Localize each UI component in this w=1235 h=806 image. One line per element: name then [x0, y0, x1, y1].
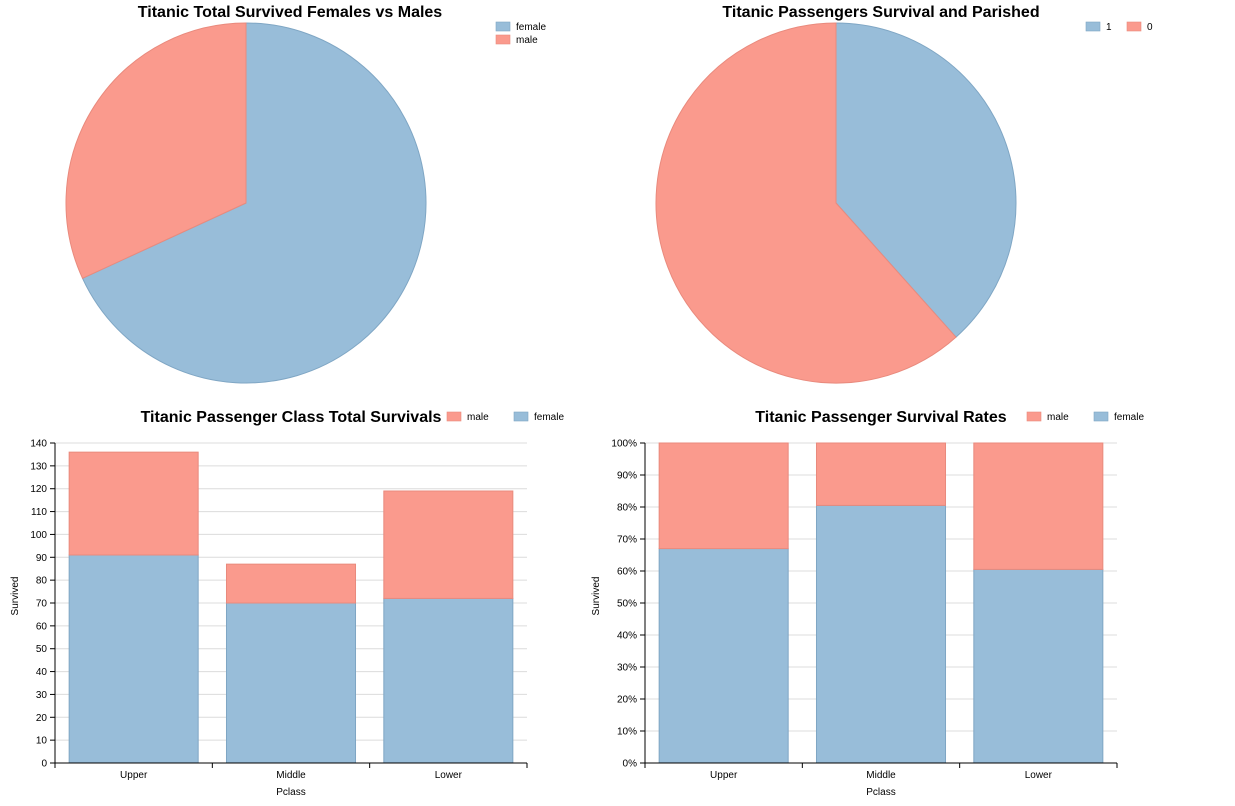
pie-chart-sex-survived: Titanic Total Survived Females vs Males … [65, 4, 546, 384]
chart-title: Titanic Total Survived Females vs Males [138, 4, 443, 21]
legend-label-0: 0 [1147, 22, 1153, 33]
y-tick-label: 60 [36, 621, 48, 632]
y-tick-label: 130 [30, 461, 47, 472]
pie-slice-female [81, 22, 427, 384]
y-tick-label: 70% [617, 535, 637, 546]
bar-male-upper [68, 451, 199, 556]
y-tick-label: 10 [36, 736, 48, 747]
y-tick-label: 30 [36, 690, 48, 701]
chart-title: Titanic Passengers Survival and Parished [722, 4, 1039, 21]
x-tick-label: Upper [120, 770, 148, 781]
legend-label-1: 1 [1106, 22, 1112, 33]
y-tick-label: 90 [36, 553, 48, 564]
x-tick-label: Lower [435, 770, 463, 781]
legend-label-male: male [1047, 412, 1069, 423]
y-tick-label: 60% [617, 567, 637, 578]
x-tick-label: Lower [1025, 770, 1053, 781]
y-tick-label: 100 [30, 530, 47, 541]
legend-swatch-female [1093, 411, 1109, 422]
y-tick-label: 100% [611, 439, 637, 450]
legend-label-male: male [516, 35, 538, 46]
x-tick-label: Middle [866, 770, 896, 781]
y-tick-label: 70 [36, 599, 48, 610]
pie-chart-survived-perished: Titanic Passengers Survival and Parished… [655, 4, 1153, 384]
chart-title: Titanic Passenger Class Total Survivals [141, 409, 442, 426]
pie-slice-0 [655, 22, 957, 384]
y-tick-label: 40% [617, 631, 637, 642]
y-tick-label: 140 [30, 439, 47, 450]
pie-slice-male [65, 22, 247, 279]
y-tick-label: 40 [36, 667, 48, 678]
bar-female-middle [225, 602, 357, 764]
y-tick-label: 20% [617, 695, 637, 706]
bar-female-upper [658, 548, 789, 764]
legend-swatch-male [446, 411, 462, 422]
legend-swatch-male [495, 34, 511, 45]
bar-chart-class-survivals: Titanic Passenger Class Total Survivals … [10, 409, 564, 798]
x-axis-label: Pclass [866, 787, 895, 798]
bar-female-lower [973, 568, 1104, 764]
y-tick-label: 10% [617, 727, 637, 738]
pie-slice-1 [835, 22, 1017, 338]
y-tick-label: 90% [617, 471, 637, 482]
y-tick-label: 80 [36, 576, 48, 587]
legend-label-male: male [467, 412, 489, 423]
legend-swatch-female [495, 21, 511, 32]
y-tick-label: 0 [41, 759, 47, 770]
bar-male-upper [658, 442, 789, 550]
bar-male-middle [225, 563, 357, 604]
y-axis-label: Survived [591, 577, 602, 616]
bar-female-middle [815, 504, 947, 764]
bar-female-upper [68, 554, 199, 764]
x-axis-label: Pclass [276, 787, 305, 798]
legend-swatch-1 [1085, 21, 1101, 32]
chart-title: Titanic Passenger Survival Rates [755, 409, 1006, 426]
y-tick-label: 50 [36, 644, 48, 655]
y-tick-label: 110 [31, 507, 47, 518]
y-tick-label: 30% [617, 663, 637, 674]
y-tick-label: 50% [617, 599, 637, 610]
bar-male-middle [815, 442, 947, 506]
bar-male-lower [383, 490, 514, 599]
legend-swatch-0 [1126, 21, 1142, 32]
legend-label-female: female [1114, 412, 1144, 423]
bar-chart-survival-rates: Titanic Passenger Survival Rates 0% 10% 20… [591, 409, 1144, 798]
legend-label-female: female [534, 412, 564, 423]
y-tick-label: 120 [30, 484, 47, 495]
legend-label-female: female [516, 22, 546, 33]
x-tick-label: Middle [276, 770, 306, 781]
legend-swatch-male [1026, 411, 1042, 422]
y-tick-label: 20 [36, 713, 48, 724]
bar-male-lower [973, 442, 1104, 570]
y-tick-label: 0% [623, 759, 638, 770]
y-tick-label: 80% [617, 503, 637, 514]
bar-female-lower [383, 597, 514, 764]
legend-swatch-female [513, 411, 529, 422]
x-tick-label: Upper [710, 770, 738, 781]
y-axis-label: Survived [10, 577, 21, 616]
